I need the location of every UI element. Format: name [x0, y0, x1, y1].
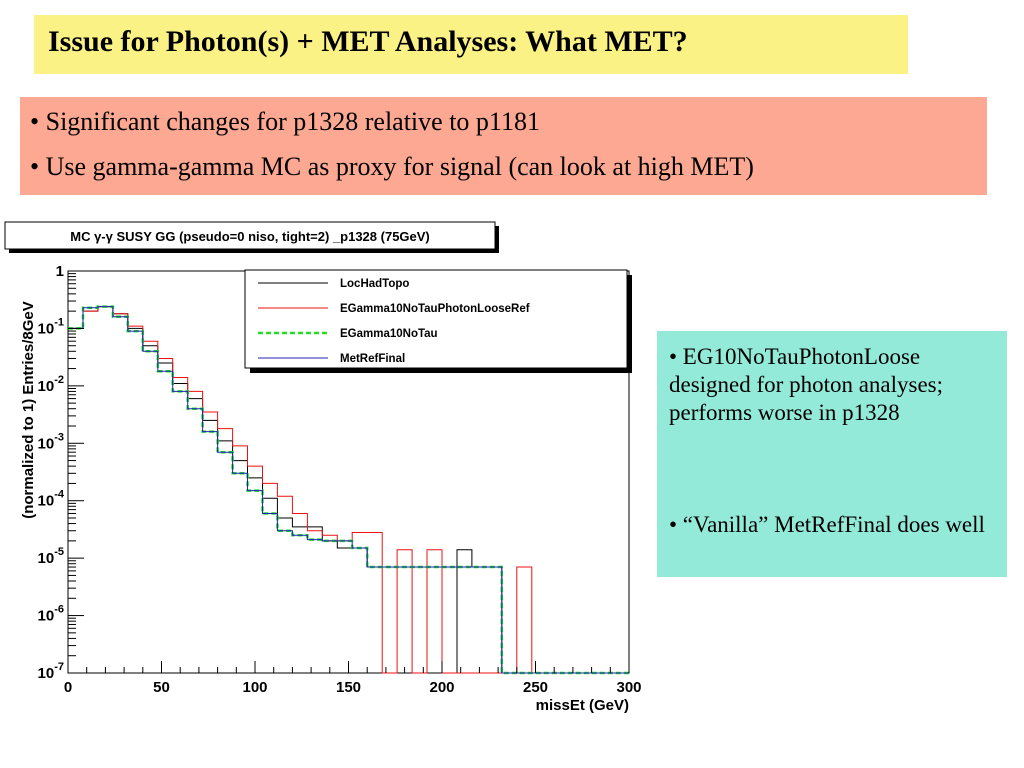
y-tick-label: 10-2	[38, 374, 64, 395]
legend-label-1: LocHadTopo	[340, 278, 409, 290]
y-tick-label: 10-7	[38, 661, 64, 682]
legend-box	[244, 269, 628, 369]
slide-title-box: Issue for Photon(s) + MET Analyses: What…	[34, 15, 908, 74]
legend-label-2: EGamma10NoTauPhotonLooseRef	[340, 303, 530, 315]
y-tick-label: 10-1	[38, 316, 64, 337]
x-tick-label: 150	[336, 679, 361, 696]
series-layer	[68, 305, 629, 675]
x-tick-label: 50	[153, 679, 170, 696]
notes-box: • EG10NoTauPhotonLoose designed for phot…	[657, 331, 1007, 577]
summary-bullets-box: • Significant changes for p1328 relative…	[20, 97, 987, 195]
x-tick-label: 0	[64, 679, 72, 696]
slide-title: Issue for Photon(s) + MET Analyses: What…	[48, 25, 688, 58]
chart-title: MC γ-γ SUSY GG (pseudo=0 niso, tight=2) …	[70, 229, 430, 244]
x-tick-label: 200	[429, 679, 454, 696]
x-tick-label: 250	[523, 679, 548, 696]
y-axis-title: (normalized to 1) Entries/8GeV	[20, 301, 37, 519]
x-tick-label: 100	[242, 679, 267, 696]
y-tick-label: 10-5	[38, 546, 64, 567]
note-1: • EG10NoTauPhotonLoose designed for phot…	[669, 344, 944, 425]
legend: LocHadTopo EGamma10NoTauPhotonLooseRef EGa…	[258, 278, 530, 365]
summary-bullet-2: • Use gamma-gamma MC as proxy for signal…	[30, 152, 754, 181]
legend-label-4: MetRefFinal	[340, 353, 405, 365]
legend-label-3: EGamma10NoTau	[340, 328, 438, 340]
x-axis-title: missEt (GeV)	[536, 697, 629, 714]
series-line-4	[68, 306, 629, 674]
chart-title-box	[4, 221, 496, 250]
y-tick-label: 1	[56, 263, 64, 280]
summary-bullet-1: • Significant changes for p1328 relative…	[30, 107, 540, 136]
x-tick-label: 300	[616, 679, 641, 696]
y-tick-label: 10-4	[38, 489, 65, 510]
y-tick-label: 10-6	[38, 604, 64, 625]
note-2: • “Vanilla” MetRefFinal does well	[669, 512, 985, 537]
y-tick-label: 10-3	[38, 431, 64, 452]
